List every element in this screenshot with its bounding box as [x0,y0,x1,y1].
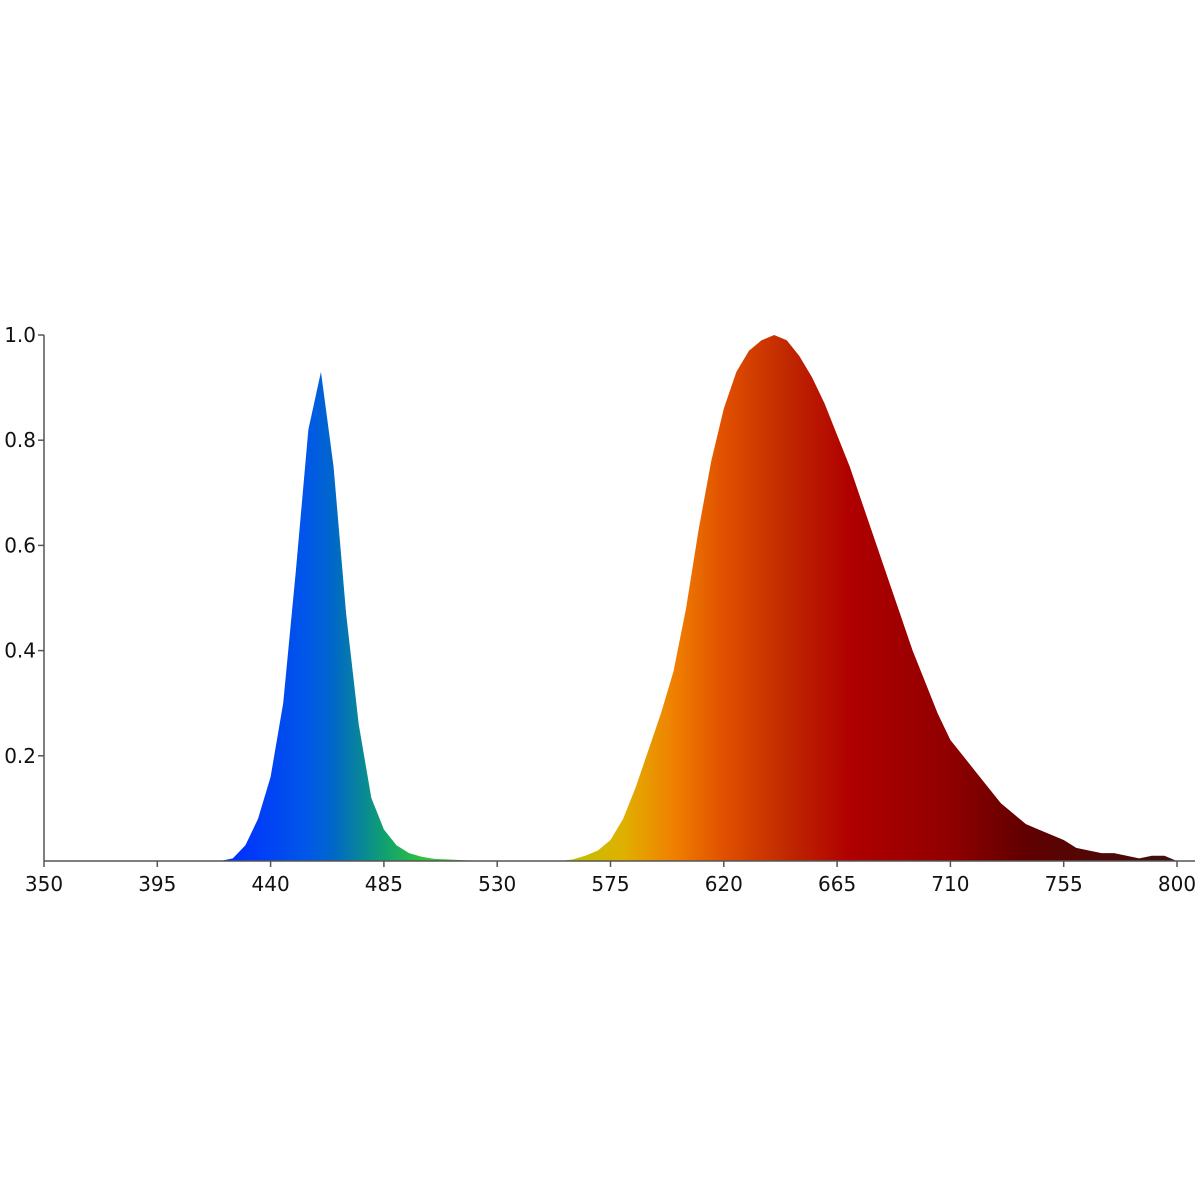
x-tick-label: 620 [705,872,743,896]
x-tick-label: 350 [25,872,63,896]
x-tick-label: 710 [931,872,969,896]
y-tick-label: 1.0 [4,323,36,347]
x-tick-label: 755 [1045,872,1083,896]
y-tick-label: 0.8 [4,428,36,452]
x-tick-label: 800 [1158,872,1196,896]
x-tick-label: 665 [818,872,856,896]
x-tick-label: 395 [138,872,176,896]
x-tick-label: 440 [252,872,290,896]
y-tick-label: 0.4 [4,639,36,663]
plot-area [44,335,1177,861]
x-tick-label: 575 [591,872,629,896]
y-tick-label: 0.6 [4,533,36,557]
y-tick-label: 0.2 [4,744,36,768]
x-tick-label: 530 [478,872,516,896]
x-tick-label: 485 [365,872,403,896]
spectrum-area [44,335,1177,861]
